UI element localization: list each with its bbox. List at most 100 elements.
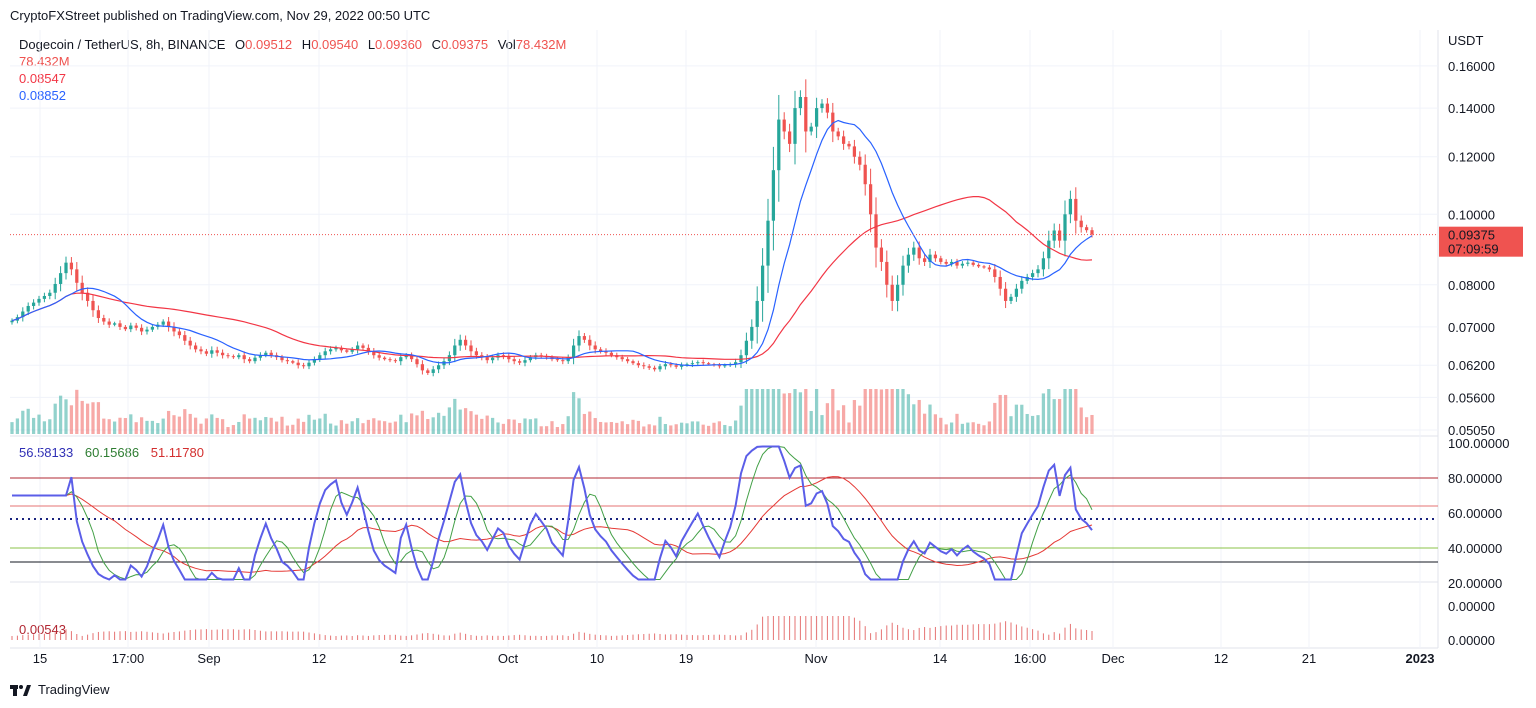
candle-body <box>609 352 614 356</box>
histogram-legend: 0.00543 <box>19 622 66 637</box>
candle-body <box>177 331 182 336</box>
volume-bar <box>593 418 597 434</box>
candle-body <box>64 262 68 274</box>
candle-body <box>874 214 878 248</box>
volume-bar <box>966 422 970 434</box>
volume-bar <box>750 389 754 434</box>
price-axis[interactable]: USDT 0.16000 0.14000 0.12000 0.10000 0.08000 0… <box>1439 33 1523 648</box>
candle-body <box>91 300 95 311</box>
candle-body <box>1014 288 1019 297</box>
candle-body <box>895 284 900 301</box>
volume-bar <box>220 419 225 434</box>
volume-bar <box>431 417 435 434</box>
candle-body <box>825 103 830 113</box>
volume-bar <box>323 413 327 434</box>
candle-body <box>415 359 419 365</box>
volume-bar <box>993 402 997 434</box>
candle-body <box>906 254 911 266</box>
volume-bar <box>258 420 263 434</box>
time-tick-label: 10 <box>590 651 604 666</box>
candle-body <box>301 365 306 367</box>
candle-body <box>501 355 506 357</box>
volume-bar <box>944 424 948 434</box>
price-tick-label: 0.05050 <box>1448 423 1495 438</box>
candle-body <box>744 340 749 356</box>
volume-bar <box>615 422 619 434</box>
candle-body <box>123 326 128 330</box>
candle-body <box>717 365 722 367</box>
candle-body <box>463 339 468 346</box>
volume-bar <box>1047 389 1051 434</box>
volume-bar <box>1074 389 1078 434</box>
volume-bar <box>463 408 468 434</box>
candle-body <box>129 325 133 330</box>
volume-bar <box>134 422 138 434</box>
volume-bar <box>48 419 52 434</box>
brand-name: TradingView <box>38 682 110 697</box>
time-axis[interactable]: 15 17:00 Sep 12 21 Oct 10 19 Nov 14 16:00 Dec 12 21 20… <box>33 651 1435 666</box>
candle-body <box>291 361 295 363</box>
volume-bar <box>550 421 554 434</box>
candle-body <box>237 355 241 358</box>
candle-body <box>982 266 986 268</box>
footer-brand[interactable]: TradingView <box>10 682 110 697</box>
volume-bar <box>906 394 911 434</box>
volume-bar <box>426 419 430 434</box>
volume-bar <box>685 423 689 434</box>
volume-bar <box>1009 416 1013 434</box>
volume-bar <box>318 418 322 434</box>
volume-bar <box>183 409 187 434</box>
volume-bar <box>534 418 538 434</box>
candle-body <box>577 336 581 346</box>
volume-bar <box>955 413 959 434</box>
candle-body <box>388 359 392 361</box>
candle-body <box>112 323 117 325</box>
candle-body <box>912 247 916 255</box>
volume-bar <box>998 394 1002 434</box>
osc-tick-label: 20.00000 <box>1448 576 1502 591</box>
candle-body <box>280 357 284 361</box>
candle-body <box>571 345 576 358</box>
volume-bar <box>204 418 209 434</box>
volume-bar <box>96 402 101 434</box>
candle-body <box>382 357 387 360</box>
candle-body <box>1063 214 1067 241</box>
volume-bar <box>820 415 824 434</box>
price-axis-unit: USDT <box>1448 33 1483 48</box>
candle-body <box>723 365 727 367</box>
candle-body <box>933 254 938 259</box>
candle-body <box>1084 227 1089 231</box>
candle-body <box>134 325 138 328</box>
volume-bar <box>544 426 549 434</box>
volume-bar <box>112 421 117 434</box>
volume-bar <box>156 423 160 434</box>
volume-bar <box>561 424 565 434</box>
volume-bar <box>372 418 376 434</box>
volume-bar <box>512 419 516 434</box>
volume-bar <box>166 410 171 434</box>
candle-body <box>561 360 565 362</box>
candle-body <box>53 283 57 293</box>
volume-bar <box>247 418 252 434</box>
candle-body <box>1074 198 1078 221</box>
candle-body <box>782 119 786 132</box>
volume-bar <box>1068 389 1073 434</box>
volume-bar <box>658 416 662 434</box>
volume-bar <box>652 425 657 434</box>
last-price-label: 0.09375 <box>1448 228 1495 243</box>
volume-bar <box>1030 415 1035 434</box>
volume-bar <box>123 418 128 434</box>
volume-bar <box>631 419 635 434</box>
candle-body <box>890 284 894 301</box>
oscillator-legend: 56.58133 60.15686 51.11780 <box>19 445 212 460</box>
candle-body <box>582 336 587 340</box>
candle-body <box>820 103 824 109</box>
candle-body <box>409 355 414 360</box>
volume-bar <box>922 413 927 434</box>
ohlc-row: Dogecoin / TetherUS, 8h, BINANCE O0.0951… <box>19 36 566 53</box>
volume-bar <box>442 415 446 434</box>
volume-bar <box>345 423 349 434</box>
candle-body <box>75 269 79 283</box>
symbol-title[interactable]: Dogecoin / TetherUS, 8h, BINANCE <box>19 37 226 52</box>
